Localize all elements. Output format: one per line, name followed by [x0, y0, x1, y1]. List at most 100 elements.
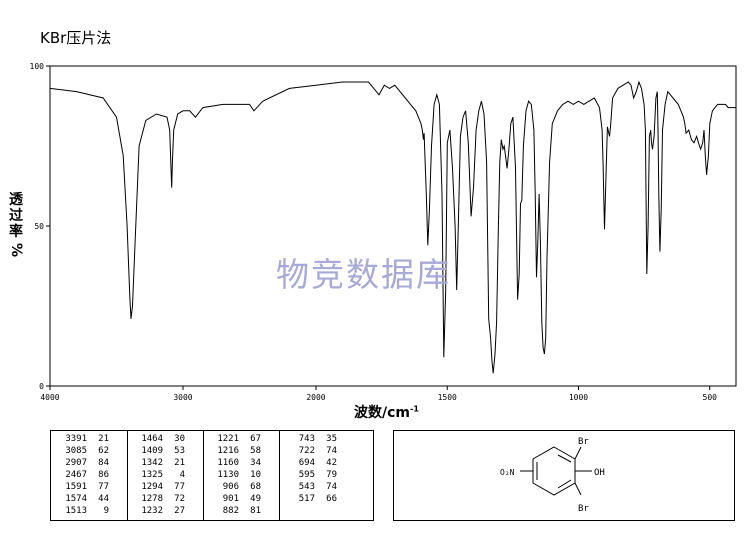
peak-table-row: 743 35: [285, 433, 337, 445]
peak-transmittance: 79: [326, 470, 337, 480]
peak-wavenumber: 1591: [65, 482, 87, 492]
peak-table-row: 1409 53: [133, 445, 185, 457]
peak-table-row: 1464 30: [133, 433, 185, 445]
plot-frame: [49, 65, 737, 387]
peak-transmittance: 35: [326, 434, 337, 444]
spectrum-line: [49, 80, 736, 374]
hydroxyl-label: OH: [594, 468, 605, 478]
peak-table-row: 722 74: [285, 445, 337, 457]
peak-wavenumber: 1130: [217, 470, 239, 480]
peak-transmittance: 86: [98, 470, 109, 480]
peak-wavenumber: 743: [298, 434, 315, 444]
peak-transmittance: 10: [250, 470, 261, 480]
peak-table-row: 1574 44: [57, 493, 109, 505]
peak-wavenumber: 1513: [65, 506, 87, 516]
peak-wavenumber: 694: [298, 458, 315, 468]
peak-wavenumber: 882: [222, 506, 239, 516]
peak-table-row: 901 49: [209, 493, 261, 505]
y-label-char-2: 过: [9, 208, 23, 224]
peak-transmittance: 30: [174, 434, 185, 444]
peak-table-row: 517 66: [285, 493, 337, 505]
x-axis-ticks: 4000 3000 2000 1500 1000 500: [40, 386, 717, 402]
peak-transmittance: 4: [179, 470, 185, 480]
peak-transmittance: 42: [326, 458, 337, 468]
molecule-structure: Br Br OH O₂N: [500, 437, 605, 514]
peak-wavenumber: 517: [298, 494, 315, 504]
peak-wavenumber: 1325: [141, 470, 163, 480]
peak-table-separator: [279, 431, 280, 520]
x-label-superscript: -1: [410, 404, 419, 414]
peak-table-row: 1232 27: [133, 505, 185, 517]
peak-wavenumber: 1409: [141, 446, 163, 456]
peak-table-row: 882 81: [209, 505, 261, 517]
peak-table-row: 1278 72: [133, 493, 185, 505]
x-tick-label: 1500: [438, 393, 457, 402]
chart-title: KBr压片法: [40, 29, 112, 47]
peak-table-row: 694 42: [285, 457, 337, 469]
peak-wavenumber: 1574: [65, 494, 87, 504]
peak-transmittance: 77: [98, 482, 109, 492]
peak-table-row: 3085 62: [57, 445, 109, 457]
peak-table-row: 1513 9: [57, 505, 109, 517]
peak-table-row: 2907 84: [57, 457, 109, 469]
peak-wavenumber: 2467: [65, 470, 87, 480]
peak-table-row: 595 79: [285, 469, 337, 481]
peak-table-row: 1130 10: [209, 469, 261, 481]
peak-transmittance: 77: [174, 482, 185, 492]
peak-wavenumber: 1221: [217, 434, 239, 444]
peak-transmittance: 74: [326, 482, 337, 492]
peak-transmittance: 68: [250, 482, 261, 492]
peak-transmittance: 53: [174, 446, 185, 456]
peak-wavenumber: 906: [222, 482, 239, 492]
peak-wavenumber: 2907: [65, 458, 87, 468]
peak-wavenumber: 1278: [141, 494, 163, 504]
watermark: 物竞数据库: [276, 255, 451, 294]
peak-transmittance: 74: [326, 446, 337, 456]
peak-table-separator: [203, 431, 204, 520]
x-axis-label: 波数/cm-1: [354, 402, 419, 422]
y-axis-label: 透 过 率 %: [4, 192, 28, 258]
peak-table-column: 1221 67 1216 58 1160 34 1130 10 906 68 901 49 882 81: [209, 433, 261, 517]
peak-transmittance: 58: [250, 446, 261, 456]
peak-wavenumber: 1216: [217, 446, 239, 456]
y-tick-label: 0: [39, 382, 44, 391]
peak-transmittance: 9: [103, 506, 109, 516]
peak-table-row: 2467 86: [57, 469, 109, 481]
peak-wavenumber: 3085: [65, 446, 87, 456]
x-tick-label: 3000: [173, 393, 192, 402]
peak-wavenumber: 1232: [141, 506, 163, 516]
y-axis-ticks: 0 50 100: [30, 62, 50, 391]
peak-wavenumber: 1342: [141, 458, 163, 468]
peak-transmittance: 34: [250, 458, 261, 468]
peak-wavenumber: 901: [222, 494, 239, 504]
x-tick-label: 2000: [306, 393, 325, 402]
structure-panel: Br Br OH O₂N: [393, 430, 735, 521]
peak-table-row: 1325 4: [133, 469, 185, 481]
peak-transmittance: 44: [98, 494, 109, 504]
y-label-unit: %: [8, 242, 24, 258]
peak-transmittance: 66: [326, 494, 337, 504]
y-label-char-1: 透: [9, 192, 23, 208]
peak-transmittance: 21: [174, 458, 185, 468]
y-tick-label: 50: [34, 222, 44, 231]
ir-spectrum-chart: 4000 3000 2000 1500 1000 500 0 50 100: [30, 62, 737, 402]
y-label-char-3: 率: [9, 224, 23, 240]
nitro-label: O₂N: [500, 468, 515, 477]
peak-table-row: 1591 77: [57, 481, 109, 493]
x-tick-label: 500: [703, 393, 718, 402]
y-tick-label: 100: [30, 62, 45, 71]
peak-table-row: 1216 58: [209, 445, 261, 457]
peak-wavenumber: 1160: [217, 458, 239, 468]
peak-table-column: 3391 21 3085 62 2907 84 2467 86 1591 77 1574 44 1513…: [57, 433, 109, 517]
peak-table-column: 1464 30 1409 53 1342 21 1325 4 1294 77 1278 72 1232 2…: [133, 433, 185, 517]
top-bromine: Br: [578, 437, 589, 447]
peak-transmittance: 21: [98, 434, 109, 444]
peak-table: 3391 21 3085 62 2907 84 2467 86 1591 77 1574 44 1513…: [50, 430, 374, 521]
peak-table-row: 3391 21: [57, 433, 109, 445]
x-tick-label: 1000: [569, 393, 588, 402]
peak-wavenumber: 3391: [65, 434, 87, 444]
peak-transmittance: 81: [250, 506, 261, 516]
peak-table-column: 743 35 722 74 694 42 595 79 543 74 517 66: [285, 433, 337, 505]
peak-table-row: 543 74: [285, 481, 337, 493]
peak-table-row: 906 68: [209, 481, 261, 493]
